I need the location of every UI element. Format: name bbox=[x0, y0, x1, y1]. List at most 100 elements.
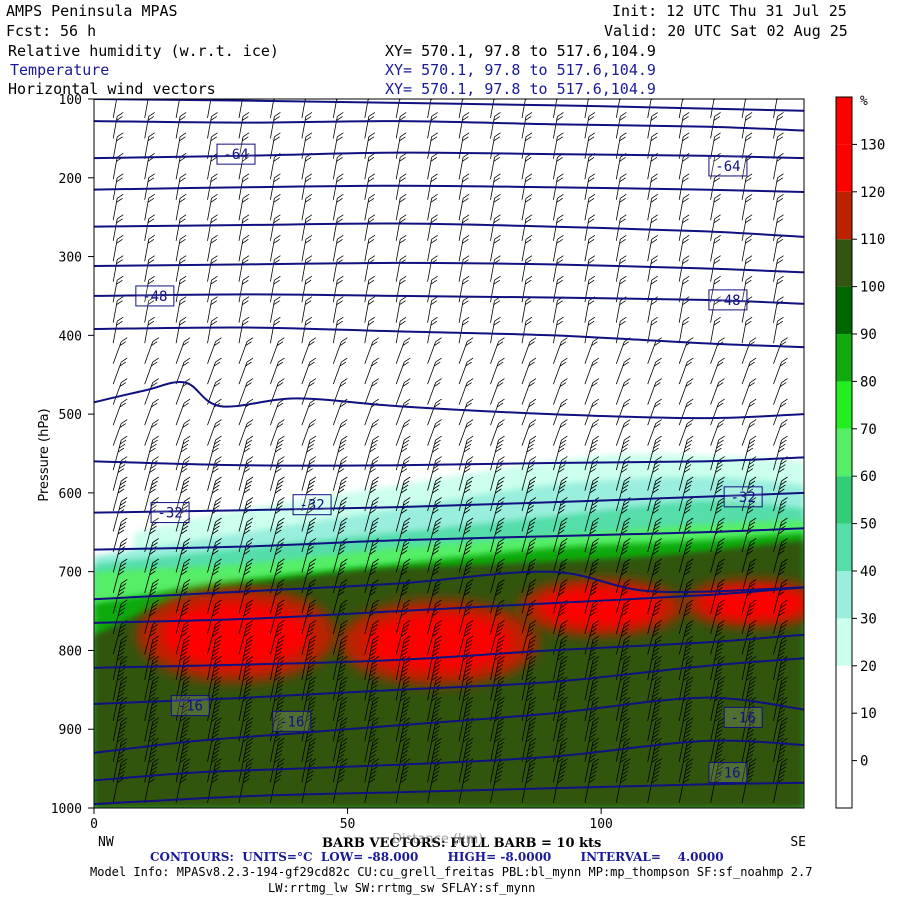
y-tick-label: 100 bbox=[59, 93, 82, 108]
colorbar-tick-label: 0 bbox=[860, 754, 868, 770]
temperature-contour bbox=[94, 261, 804, 274]
temperature-label-box bbox=[708, 762, 748, 784]
temperature-contour bbox=[94, 570, 804, 601]
temperature-contour bbox=[94, 657, 804, 705]
temperature-contours bbox=[94, 99, 804, 806]
colorbar-segment bbox=[836, 665, 852, 714]
temperature-contour bbox=[94, 184, 804, 193]
colorbar-segment bbox=[836, 381, 852, 429]
temperature-contour bbox=[94, 293, 804, 305]
temperature-label-box bbox=[170, 695, 210, 717]
temperature-contour bbox=[94, 491, 804, 514]
x-axis-label: Distance (km) bbox=[392, 832, 484, 847]
colorbar-tick-label: 110 bbox=[860, 232, 885, 248]
y-tick-label: 600 bbox=[59, 487, 82, 502]
colorbar-segment bbox=[836, 239, 852, 287]
rh-max-region bbox=[162, 603, 310, 667]
colorbar-tick-label: 130 bbox=[860, 137, 885, 153]
temperature-contour bbox=[94, 696, 804, 754]
field-wind-label: Horizontal wind vectors bbox=[8, 80, 216, 98]
y-tick-label: 500 bbox=[59, 408, 82, 423]
plot-frame bbox=[93, 98, 805, 809]
colorbar-segment bbox=[836, 618, 852, 666]
forecast-label: Fcst: bbox=[6, 22, 52, 40]
colorbar-tick-label: 10 bbox=[860, 706, 877, 722]
field-temp-label: Temperature bbox=[10, 61, 110, 79]
field-rh-label: Relative humidity (w.r.t. ice) bbox=[8, 42, 279, 60]
colorbar-unit: % bbox=[860, 94, 868, 109]
temperature-label: -64 bbox=[715, 159, 740, 175]
temperature-label: -32 bbox=[730, 490, 755, 506]
colorbar-tick-label: 120 bbox=[860, 185, 885, 201]
colorbar-segment bbox=[836, 428, 852, 477]
model-title: AMPS Peninsula MPAS bbox=[6, 2, 178, 20]
y-tick-label: 300 bbox=[59, 251, 82, 266]
colorbar-tick-label: 70 bbox=[860, 422, 877, 438]
x-tick-label: 50 bbox=[340, 817, 356, 832]
temperature-label-box bbox=[272, 710, 312, 732]
xy-line-3: XY= 570.1, 97.8 to 517.6,104.9 bbox=[385, 80, 656, 98]
xy-line-2: XY= 570.1, 97.8 to 517.6,104.9 bbox=[385, 61, 656, 79]
colorbar-segment bbox=[836, 286, 852, 334]
colorbar-segment bbox=[836, 760, 852, 808]
colorbar-segment bbox=[836, 571, 852, 619]
valid-time: Valid: 20 UTC Sat 02 Aug 25 bbox=[604, 22, 848, 40]
y-tick-label: 400 bbox=[59, 329, 82, 344]
colorbar-segment bbox=[836, 144, 852, 192]
y-axis-label: Pressure (hPa) bbox=[37, 408, 52, 501]
axes: 100 200 300 400 500 600 700 800 900 1000 0 50 100 NW S… bbox=[51, 93, 806, 850]
colorbar-tick-label: 60 bbox=[860, 469, 877, 485]
colorbar-tick-label: 30 bbox=[860, 611, 877, 627]
temperature-label-box bbox=[708, 155, 748, 177]
colorbar-tick-label: 40 bbox=[860, 564, 877, 580]
temperature-contour bbox=[94, 781, 804, 806]
temperature-label: -48 bbox=[715, 293, 740, 309]
temperature-label: -32 bbox=[299, 498, 324, 514]
temperature-label-box bbox=[723, 486, 763, 508]
y-tick-label: 1000 bbox=[51, 802, 82, 817]
colorbar-segment bbox=[836, 191, 852, 240]
temperature-contour bbox=[94, 527, 804, 551]
temperature-label-box bbox=[150, 502, 190, 524]
temperature-label: -48 bbox=[142, 289, 167, 305]
model-info-line1: Model Info: MPASv8.2.3-194-gf29cd82c CU:… bbox=[90, 865, 813, 879]
temperature-label: -64 bbox=[223, 147, 248, 163]
temperature-contour bbox=[94, 633, 804, 669]
temperature-contour bbox=[94, 586, 804, 624]
temperature-contour bbox=[94, 222, 804, 238]
temperature-contour bbox=[94, 151, 804, 160]
temperature-label: -16 bbox=[279, 714, 304, 730]
temperature-label: -16 bbox=[178, 699, 203, 715]
temperature-contour bbox=[94, 739, 804, 782]
endpoint-nw-label: NW bbox=[98, 835, 114, 850]
colorbar-segment bbox=[836, 476, 852, 524]
temperature-contour bbox=[94, 326, 804, 349]
init-time: Init: 12 UTC Thu 31 Jul 25 bbox=[612, 2, 847, 20]
y-tick-label: 800 bbox=[59, 644, 82, 659]
y-tick-label: 900 bbox=[59, 723, 82, 738]
temperature-contour bbox=[94, 99, 804, 112]
contour-info: CONTOURS: UNITS=°C LOW= -88.000 HIGH= -8… bbox=[150, 850, 724, 864]
colorbar-tick-label: 50 bbox=[860, 517, 877, 533]
temperature-label-box bbox=[135, 285, 175, 307]
colorbar: 0 10 20 30 40 50 60 70 80 90 100 110 120 130% bbox=[835, 94, 885, 809]
rh-max-region bbox=[540, 588, 662, 627]
colorbar-tick-label: 90 bbox=[860, 327, 877, 343]
temperature-contour bbox=[94, 120, 804, 132]
colorbar-tick-label: 80 bbox=[860, 374, 877, 390]
colorbar-tick-label: 100 bbox=[860, 280, 885, 296]
colorbar-frame bbox=[835, 96, 853, 809]
barb-legend: BARB VECTORS: FULL BARB = 10 kts bbox=[322, 836, 602, 851]
temperature-label: -16 bbox=[730, 710, 755, 726]
x-tick-label: 0 bbox=[90, 817, 98, 832]
y-tick-label: 700 bbox=[59, 566, 82, 581]
forecast-hour: 56 h bbox=[60, 22, 97, 40]
colorbar-segment bbox=[836, 713, 852, 761]
rh-max-region bbox=[365, 614, 513, 671]
xy-line-1: XY= 570.1, 97.8 to 517.6,104.9 bbox=[385, 42, 656, 60]
y-tick-label: 200 bbox=[59, 172, 82, 187]
temperature-contour bbox=[94, 456, 804, 467]
model-info-line2: LW:rrtmg_lw SW:rrtmg_sw SFLAY:sf_mynn bbox=[268, 881, 536, 895]
x-tick-label: 100 bbox=[589, 817, 612, 832]
